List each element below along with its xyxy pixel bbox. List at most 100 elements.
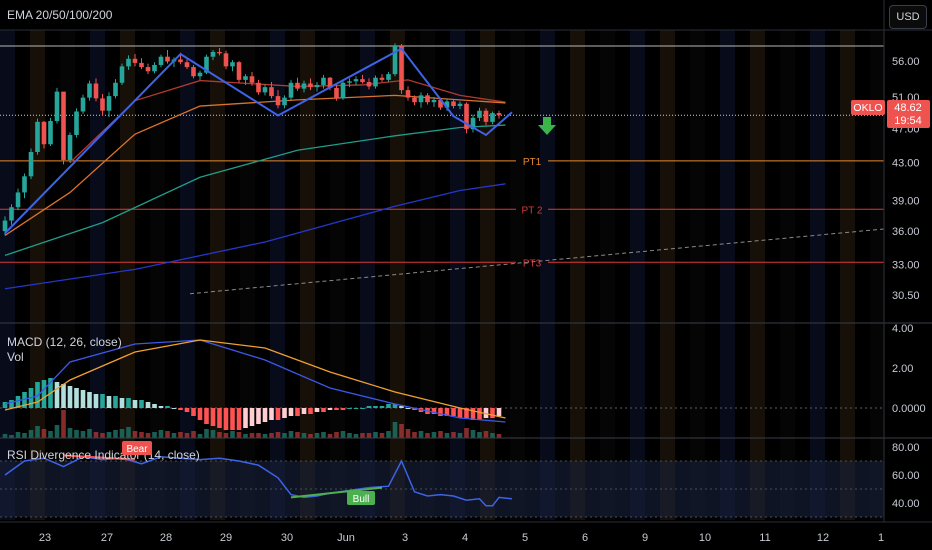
volume-bar — [386, 431, 391, 438]
candle-body — [412, 97, 417, 103]
rsi-tick: 40.00 — [892, 498, 920, 510]
date-tick: 1 — [878, 532, 884, 544]
candle-body — [477, 110, 482, 118]
candle-body — [230, 62, 235, 67]
candle-body — [451, 101, 456, 107]
date-tick: 30 — [281, 532, 293, 544]
macd-histogram-bar — [184, 408, 190, 412]
macd-histogram-bar — [15, 396, 21, 408]
macd-histogram-bar — [340, 408, 346, 410]
session-stripe — [270, 30, 285, 520]
currency-button[interactable]: USD — [889, 5, 927, 29]
volume-bar — [451, 432, 456, 438]
macd-histogram-bar — [191, 408, 196, 416]
candle-body — [308, 83, 313, 88]
macd-histogram-bar — [67, 386, 73, 408]
volume-bar — [327, 434, 333, 438]
macd-line — [4, 339, 506, 423]
candle-body — [379, 77, 385, 80]
volume-bar — [314, 433, 320, 438]
candle-body — [236, 62, 242, 80]
macd-histogram-bar — [256, 408, 261, 424]
bear-tag: Bear — [122, 441, 152, 455]
macd-pane[interactable] — [0, 339, 884, 438]
volume-bar — [483, 431, 489, 438]
date-tick: Jun — [337, 532, 355, 544]
candle-body — [100, 98, 105, 111]
macd-histogram-bar — [41, 380, 47, 408]
macd-histogram-bar — [74, 388, 79, 408]
volume-bar — [347, 433, 352, 438]
macd-histogram-bar — [178, 408, 183, 410]
volume-bar — [431, 432, 437, 438]
target-label: PT3 — [523, 258, 542, 269]
candle-body — [438, 99, 443, 108]
macd-histogram-bar — [496, 408, 502, 416]
volume-bar — [412, 432, 417, 438]
macd-tick: 2.00 — [892, 363, 913, 375]
macd-histogram-bar — [262, 408, 268, 422]
session-stripe — [720, 30, 735, 520]
volume-bar — [464, 428, 469, 438]
candle-body — [457, 103, 463, 107]
macd-histogram-bar — [308, 408, 313, 414]
macd-histogram-bar — [61, 384, 66, 408]
volume-bar — [139, 432, 144, 438]
target-label: PT 2 — [522, 205, 543, 216]
volume-bar — [126, 427, 131, 438]
candle-body — [54, 91, 60, 122]
macd-histogram-bar — [477, 408, 482, 420]
volume-bar — [444, 433, 450, 438]
session-stripe — [390, 30, 405, 520]
volume-bar — [490, 433, 495, 438]
macd-histogram-bar — [236, 408, 242, 430]
macd-histogram-bar — [54, 382, 60, 408]
volume-bar — [399, 424, 404, 438]
candle-body — [373, 77, 378, 87]
candle-body — [340, 82, 346, 99]
candle-body — [418, 95, 424, 103]
volume-bar — [301, 433, 307, 438]
volume-bar — [425, 433, 430, 438]
volume-bar — [477, 432, 482, 438]
macd-histogram-bar — [353, 408, 359, 409]
volume-bar — [2, 434, 8, 438]
volume-bar — [158, 430, 164, 438]
candle-body — [41, 121, 47, 145]
price-pane[interactable]: PT1 PT 2 PT3 — [0, 43, 885, 295]
volume-bar — [340, 431, 346, 438]
volume-bar — [22, 433, 27, 438]
candle-body — [256, 82, 261, 93]
session-stripe — [690, 30, 705, 520]
candle-body — [366, 82, 372, 87]
candle-body — [61, 91, 66, 160]
volume-bar — [308, 434, 313, 438]
macd-histogram-bar — [197, 408, 203, 420]
volume-bar — [171, 433, 177, 438]
candle-body — [119, 66, 125, 83]
candle-body — [178, 59, 183, 63]
session-stripe — [360, 30, 375, 520]
macd-histogram-bar — [321, 408, 326, 412]
volume-bar — [418, 431, 424, 438]
session-stripe — [120, 30, 135, 520]
volume-bar — [178, 432, 183, 438]
volume-bar — [295, 432, 300, 438]
session-stripe — [660, 30, 675, 520]
candle-body — [249, 76, 255, 83]
session-stripe — [30, 30, 45, 520]
volume-bar — [457, 433, 463, 438]
macd-histogram-bar — [399, 406, 404, 408]
candle-body — [496, 113, 502, 116]
macd-histogram-bar — [152, 404, 157, 408]
price-badge-bg — [887, 100, 930, 128]
volume-bar — [275, 432, 281, 438]
macd-histogram-bar — [22, 392, 27, 408]
rsi-pane[interactable] — [0, 454, 884, 518]
bear-tag-bg — [122, 441, 152, 455]
session-stripe — [570, 30, 585, 520]
bear-divergence-line — [63, 454, 136, 461]
volume-bar — [35, 426, 40, 438]
volume-bar — [106, 432, 112, 438]
